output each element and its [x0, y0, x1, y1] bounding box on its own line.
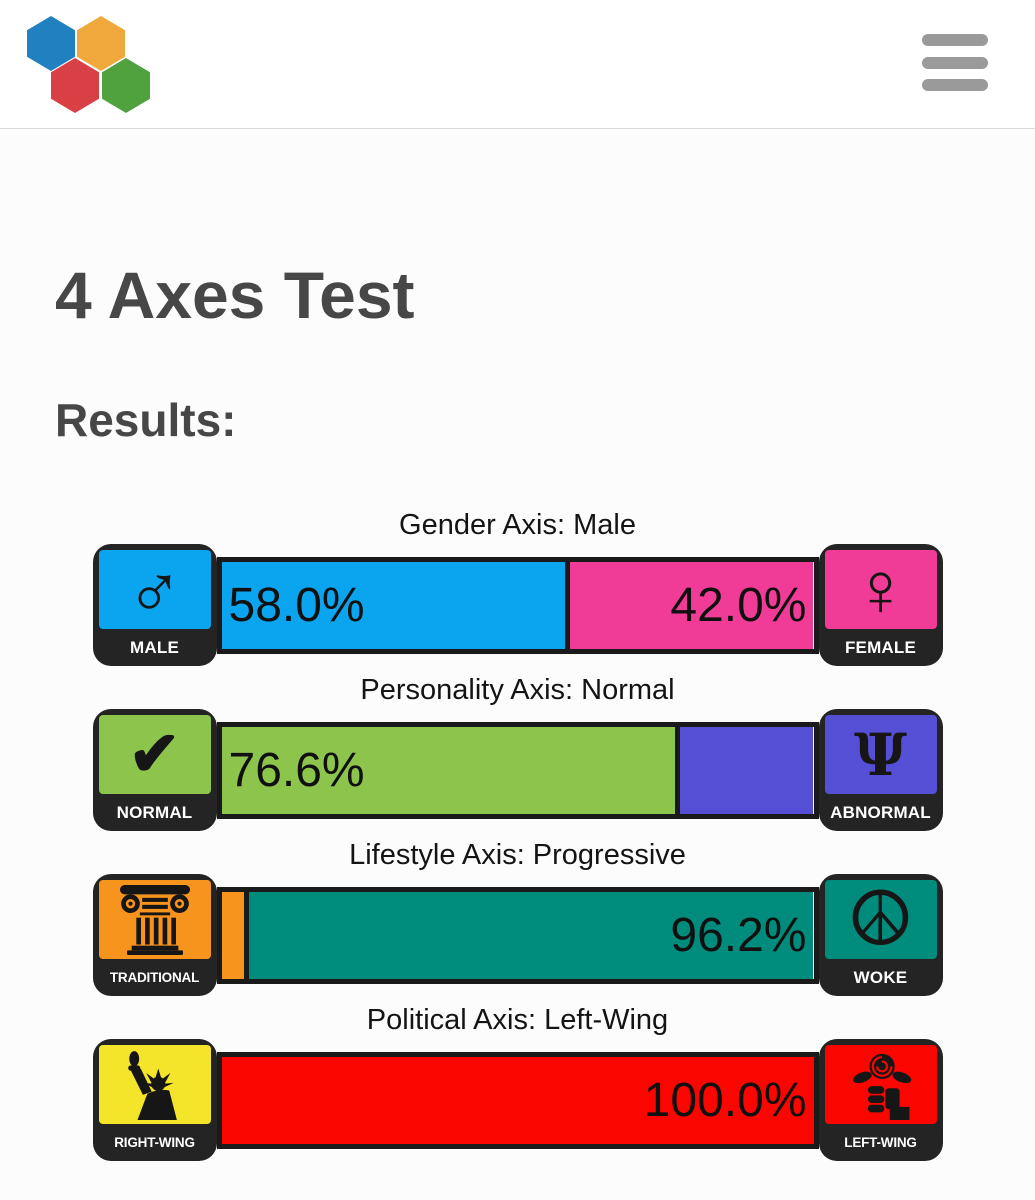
abnormal-icon-glyph: Ψ	[854, 720, 907, 789]
axis-title: Gender Axis: Male	[399, 509, 636, 541]
axis-row: Gender Axis: Male ♂ MALE 58.0% 42.0% ♀ FE…	[92, 509, 943, 666]
traditional-icon-glyph	[113, 885, 197, 955]
logo-hex-green	[102, 58, 150, 113]
percent-value: 96.2%	[670, 908, 807, 962]
results-page: 4 Axes Test Results: Gender Axis: Male ♂…	[0, 257, 1035, 1161]
axis-title: Lifestyle Axis: Progressive	[349, 839, 686, 871]
endcap-face	[98, 880, 211, 959]
endcap-label: WOKE	[853, 967, 908, 987]
right-wing-icon-glyph	[113, 1050, 197, 1120]
axis-title: Political Axis: Left-Wing	[366, 1004, 669, 1036]
results-heading: Results:	[55, 394, 237, 446]
endcap-face	[824, 1045, 937, 1124]
percent-value: 42.0%	[670, 578, 807, 632]
axis-bar: 96.2%	[216, 886, 819, 984]
axes-results: Gender Axis: Male ♂ MALE 58.0% 42.0% ♀ FE…	[92, 509, 943, 1161]
left-wing-icon: LEFT-WING	[818, 1039, 943, 1161]
endcap-label: MALE	[130, 637, 179, 657]
endcap-face: ☮	[824, 880, 937, 959]
left-wing-icon-glyph	[839, 1050, 923, 1120]
segment-female: 42.0%	[564, 561, 814, 649]
axis-bar-group: TRADITIONAL 96.2% ☮ WOKE	[92, 874, 943, 996]
hamburger-menu-icon[interactable]	[922, 34, 988, 91]
hamburger-bar	[922, 56, 988, 69]
segment-male: 58.0%	[221, 561, 565, 649]
female-icon: ♀ FEMALE	[818, 544, 943, 666]
abnormal-icon: Ψ ABNORMAL	[818, 709, 943, 831]
segment-traditional	[221, 891, 244, 979]
logo-hex-orange	[77, 16, 125, 71]
segment-normal: 76.6%	[221, 726, 675, 814]
endcap-face: ♀	[824, 550, 937, 629]
endcap-face: Ψ	[824, 715, 937, 794]
normal-icon: ✔ NORMAL	[92, 709, 217, 831]
endcap-label: ABNORMAL	[830, 802, 931, 822]
endcap-label: TRADITIONAL	[109, 970, 200, 985]
right-wing-icon: RIGHT-WING	[92, 1039, 217, 1161]
axis-bar: 58.0% 42.0%	[216, 556, 819, 654]
traditional-icon: TRADITIONAL	[92, 874, 217, 996]
hamburger-bar	[922, 79, 988, 91]
endcap-face: ✔	[98, 715, 211, 794]
hamburger-bar	[922, 34, 988, 46]
woke-icon: ☮ WOKE	[818, 874, 943, 996]
male-icon: ♂ MALE	[92, 544, 217, 666]
segment-left-wing: 100.0%	[221, 1056, 814, 1144]
axis-row: Political Axis: Left-Wing RIGHT-WING 100…	[92, 1004, 943, 1161]
woke-icon-glyph: ☮	[846, 880, 915, 959]
endcap-label: FEMALE	[844, 637, 917, 657]
endcap-label: RIGHT-WING	[114, 1135, 195, 1150]
percent-value: 58.0%	[228, 578, 365, 632]
normal-icon-glyph: ✔	[128, 719, 181, 789]
segment-woke: 96.2%	[243, 891, 814, 979]
endcap-face: ♂	[98, 550, 211, 629]
male-icon-glyph: ♂	[126, 550, 183, 629]
percent-value: 76.6%	[228, 743, 365, 797]
axis-bar-group: ♂ MALE 58.0% 42.0% ♀ FEMALE	[92, 544, 943, 666]
endcap-face	[98, 1045, 211, 1124]
axis-row: Personality Axis: Normal ✔ NORMAL 76.6% …	[92, 674, 943, 831]
axis-row: Lifestyle Axis: Progressive TRADITIONAL …	[92, 839, 943, 996]
percent-value: 100.0%	[643, 1073, 807, 1127]
female-icon-glyph: ♀	[852, 550, 909, 629]
axis-title: Personality Axis: Normal	[360, 674, 675, 706]
page-title: 4 Axes Test	[55, 258, 415, 332]
site-logo-icon[interactable]	[27, 13, 152, 115]
endcap-label: NORMAL	[116, 802, 193, 822]
segment-abnormal	[674, 726, 814, 814]
site-header	[0, 0, 1035, 129]
axis-bar-group: ✔ NORMAL 76.6% Ψ ABNORMAL	[92, 709, 943, 831]
axis-bar: 76.6%	[216, 721, 819, 819]
axis-bar-group: RIGHT-WING 100.0% LEFT-WING	[92, 1039, 943, 1161]
axis-bar: 100.0%	[216, 1051, 819, 1149]
endcap-label: LEFT-WING	[844, 1135, 917, 1150]
